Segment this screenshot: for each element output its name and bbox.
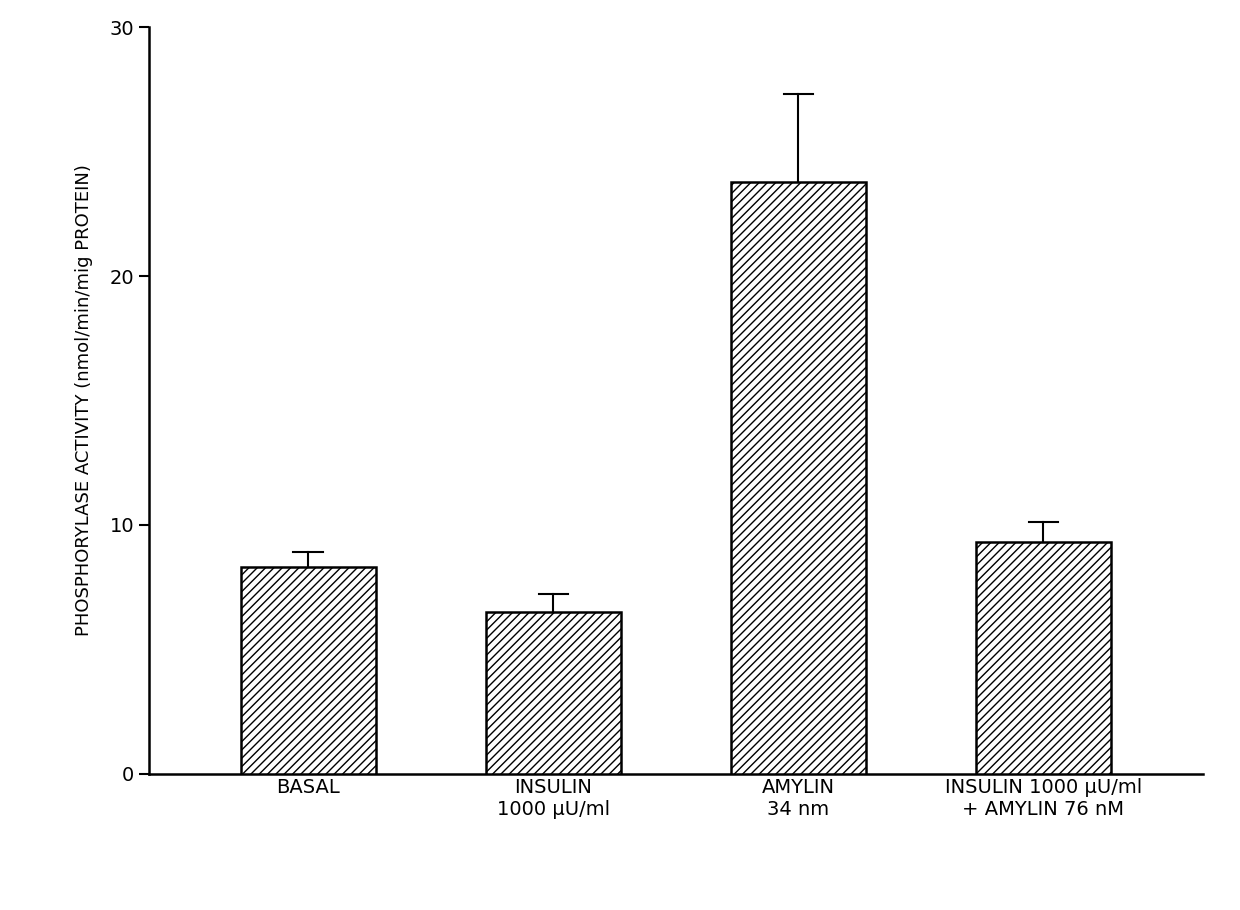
Bar bbox=[730, 181, 866, 774]
Bar bbox=[976, 542, 1111, 774]
Bar bbox=[241, 567, 376, 774]
Y-axis label: PHOSPHORYLASE ACTIVITY (nmol/min/mig PROTEIN): PHOSPHORYLASE ACTIVITY (nmol/min/mig PRO… bbox=[74, 165, 93, 636]
Bar bbox=[486, 612, 621, 773]
